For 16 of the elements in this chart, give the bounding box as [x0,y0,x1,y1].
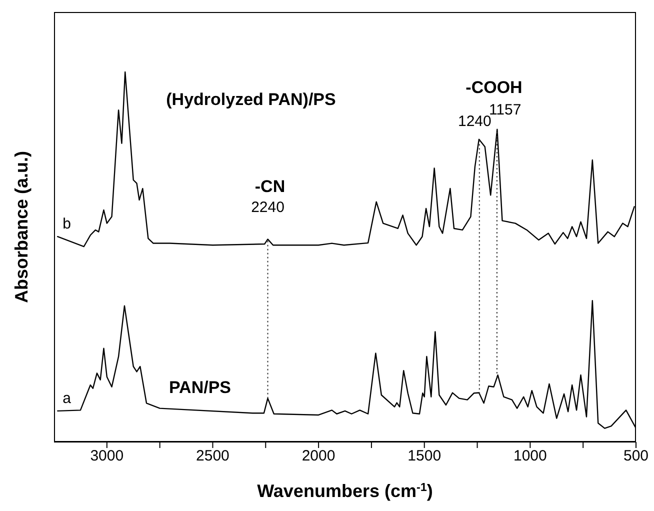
ref-line-label: 1240 [458,112,492,130]
x-tick-label: 1500 [408,448,442,465]
x-tick-label: 1000 [513,448,547,465]
annotation: PAN/PS [168,378,232,398]
series-label: a [62,390,72,407]
x-tick-label: 3000 [90,448,124,465]
x-tick-label: 2000 [302,448,336,465]
x-axis-title: Wavenumbers (cm$^{-1}$) [257,480,433,501]
x-tick-label: 2500 [196,448,230,465]
annotation: -CN [254,177,286,197]
annotation: -COOH [466,78,522,98]
ref-line-label: 2240 [251,199,284,216]
annotation: (Hydrolyzed PAN)/PS [166,90,336,110]
series-label: b [62,216,71,233]
x-tick-label: 500 [623,448,649,465]
y-axis-title: Absorbance (a.u.) [12,150,32,304]
